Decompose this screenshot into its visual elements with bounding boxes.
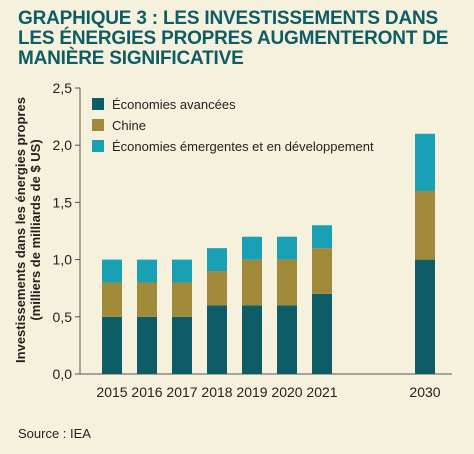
bar-segment [137,259,157,283]
x-tick-label: 2019 [236,384,267,400]
x-tick-label: 2016 [131,384,162,400]
bar-segment [207,248,227,272]
x-tick-label: 2015 [96,384,127,400]
bar-segment [172,316,192,374]
bar-segment [102,259,122,283]
y-tick-label: 2,0 [53,137,73,153]
legend-swatch [92,98,104,110]
legend-label: Économies émergentes et en développement [112,139,374,154]
bar-segment [172,282,192,317]
x-tick-label: 2018 [201,384,232,400]
bar-segment [102,316,122,374]
bar-segment [415,133,435,191]
bar-segment [277,305,297,374]
bar-segment [415,259,435,374]
bar-segment [242,236,262,260]
x-tick-label: 2017 [166,384,197,400]
title-line: MANIÈRE SIGNIFICATIVE [18,48,244,69]
y-tick-label: 2,5 [53,80,73,96]
bar-segment [102,282,122,317]
x-tick-label: 2020 [271,384,302,400]
title-line: LES ÉNERGIES PROPRES AUGMENTERONT DE [18,28,449,49]
legend-swatch [92,119,104,131]
bar-segment [312,293,332,374]
legend-swatch [92,140,104,152]
bar-segment [277,259,297,306]
bar-segment [207,305,227,374]
bar-segment [207,271,227,306]
title-line: GRAPHIQUE 3 : LES INVESTISSEMENTS DANS [18,8,438,29]
y-tick-label: 0,5 [53,309,73,325]
bar-segment [312,248,332,294]
bar-segment [415,190,435,260]
bar-segment [137,282,157,317]
bar-segment [172,259,192,283]
bar-segment [137,316,157,374]
bar-segment [242,259,262,306]
x-tick-label: 2030 [409,384,440,400]
y-tick-label: 0,0 [53,366,73,382]
chart-title: GRAPHIQUE 3 : LES INVESTISSEMENTS DANS L… [18,9,458,69]
bar-segment [312,225,332,249]
y-tick-label: 1,5 [53,194,73,210]
y-tick-label: 1,0 [53,252,73,268]
legend-label: Économies avancées [112,97,236,112]
x-tick-label: 2021 [306,384,337,400]
legend-label: Chine [112,118,146,133]
bar-segment [277,236,297,260]
source-note: Source : IEA [18,426,91,441]
bar-segment [242,305,262,374]
